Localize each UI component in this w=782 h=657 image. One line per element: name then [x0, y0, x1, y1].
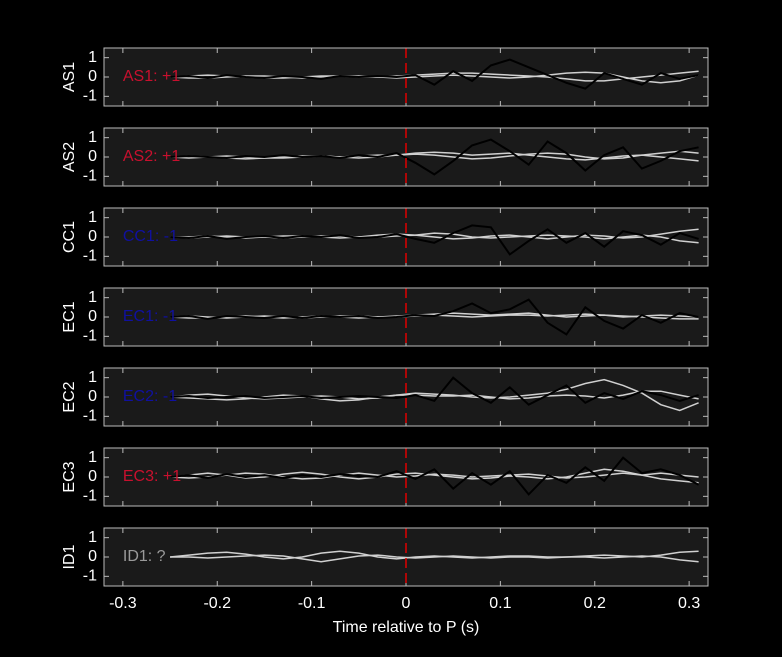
y-tick-label: 1 [88, 449, 97, 466]
axes-frame [103, 287, 709, 347]
y-tick-label: -1 [83, 568, 97, 585]
annotation: AS1: +1 [123, 68, 180, 85]
axes-frame [103, 527, 709, 587]
y-tick-label: -1 [83, 488, 97, 505]
x-tick-label: 0.2 [584, 595, 606, 612]
y-axis-label: AS1 [61, 62, 78, 92]
x-tick-label: -0.2 [203, 595, 231, 612]
x-tick-label: 0 [402, 595, 411, 612]
annotation: EC1: -1 [123, 308, 177, 325]
axes-frame [103, 207, 709, 267]
trace [170, 58, 699, 90]
y-tick-label: 0 [88, 388, 97, 405]
axes-frame [103, 47, 709, 107]
y-tick-label: -1 [83, 248, 97, 265]
axes-frame [103, 447, 709, 507]
annotation: EC3: +1 [123, 468, 181, 485]
axes-frame [103, 367, 709, 427]
trace [170, 224, 699, 256]
y-tick-label: 0 [88, 68, 97, 85]
y-axis-label: EC2 [61, 381, 78, 412]
x-tick-label: 0.1 [489, 595, 511, 612]
y-tick-label: -1 [83, 88, 97, 105]
annotation: AS2: +1 [123, 148, 180, 165]
y-tick-label: 0 [88, 308, 97, 325]
x-tick-label: -0.3 [109, 595, 137, 612]
y-tick-label: 0 [88, 228, 97, 245]
y-tick-label: 1 [88, 129, 97, 146]
y-tick-label: 1 [88, 49, 97, 66]
trace [170, 138, 699, 176]
trace [170, 468, 699, 484]
y-tick-label: -1 [83, 168, 97, 185]
y-tick-label: -1 [83, 328, 97, 345]
y-tick-label: 1 [88, 529, 97, 546]
x-tick-label: -0.1 [298, 595, 326, 612]
trace [169, 456, 700, 496]
y-axis-label: CC1 [61, 221, 78, 253]
annotation: ID1: ? [123, 548, 166, 565]
trace [170, 378, 699, 412]
x-axis-label: Time relative to P (s) [333, 619, 480, 636]
y-axis-label: AS2 [61, 142, 78, 172]
y-axis-label: EC1 [61, 301, 78, 332]
axes-frame [103, 127, 709, 187]
trace [170, 376, 699, 406]
annotation: CC1: -1 [123, 228, 178, 245]
x-tick-label: 0.3 [678, 595, 700, 612]
y-tick-label: 0 [88, 548, 97, 565]
y-tick-label: 1 [88, 289, 97, 306]
y-tick-label: 0 [88, 148, 97, 165]
y-tick-label: -1 [83, 408, 97, 425]
y-tick-label: 1 [88, 369, 97, 386]
y-tick-label: 0 [88, 468, 97, 485]
y-axis-label: ID1 [61, 544, 78, 569]
y-axis-label: EC3 [61, 461, 78, 492]
trace [170, 298, 699, 336]
y-tick-label: 1 [88, 209, 97, 226]
annotation: EC2: -1 [123, 388, 177, 405]
trace [170, 554, 699, 563]
